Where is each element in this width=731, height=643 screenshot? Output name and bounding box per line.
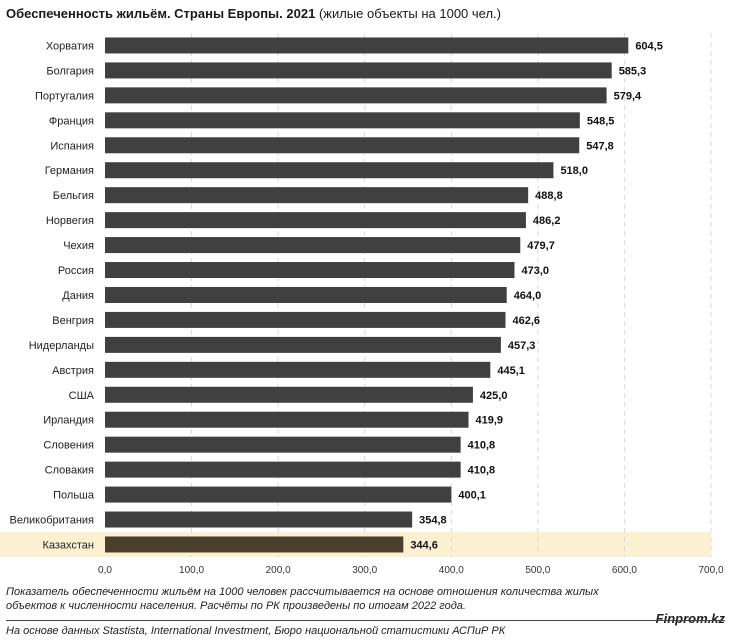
category-label: Болгария: [46, 65, 94, 77]
value-label: 604,5: [635, 40, 663, 52]
value-label: 486,2: [533, 215, 561, 227]
chart-title-main: Обеспеченность жильём. Страны Европы. 20…: [6, 6, 316, 21]
category-label: Австрия: [52, 365, 94, 377]
value-label: 354,8: [419, 515, 447, 527]
category-label: Польша: [53, 490, 95, 502]
chart-title-suffix: (жилые объекты на 1000 чел.): [318, 6, 501, 21]
bar: [105, 37, 629, 54]
bar: [105, 137, 580, 154]
value-label: 585,3: [619, 65, 647, 77]
bar: [105, 486, 452, 503]
x-tick-label: 0,0: [98, 565, 112, 576]
brand-logo: Finprom.kz: [655, 611, 725, 626]
category-label: Чехия: [63, 240, 94, 252]
value-label: 518,0: [560, 165, 588, 177]
category-label: Словения: [43, 440, 94, 452]
value-label: 488,8: [535, 190, 563, 202]
bar: [105, 286, 507, 303]
x-tick-label: 700,0: [698, 565, 723, 576]
x-tick-label: 100,0: [179, 565, 204, 576]
value-label: 425,0: [480, 390, 508, 402]
bar: [105, 336, 501, 353]
category-label: Великобритания: [10, 515, 95, 527]
chart-title: Обеспеченность жильём. Страны Европы. 20…: [6, 6, 501, 21]
category-label: Россия: [58, 265, 94, 277]
category-label: Ирландия: [43, 415, 94, 427]
category-label: Словакия: [45, 465, 94, 477]
value-label: 547,8: [586, 140, 614, 152]
category-label: Нидерланды: [29, 340, 94, 352]
value-label: 445,1: [497, 365, 525, 377]
category-label: Португалия: [35, 90, 94, 102]
value-label: 410,8: [468, 465, 496, 477]
bar: [105, 311, 506, 328]
category-label: Норвегия: [46, 215, 94, 227]
bar: [105, 112, 580, 129]
category-label: Венгрия: [52, 315, 94, 327]
bar: [105, 87, 607, 104]
category-label: Казахстан: [42, 539, 94, 551]
x-tick-label: 400,0: [439, 565, 464, 576]
footnote: Показатель обеспеченности жильём на 1000…: [6, 586, 599, 612]
value-label: 344,6: [410, 539, 438, 551]
value-label: 410,8: [468, 440, 496, 452]
footer-divider: [6, 620, 725, 621]
x-tick-label: 200,0: [266, 565, 291, 576]
value-label: 548,5: [587, 115, 615, 127]
category-label: Германия: [45, 165, 94, 177]
value-label: 400,1: [458, 490, 486, 502]
bar: [105, 411, 469, 428]
value-label: 419,9: [476, 415, 504, 427]
bar: [105, 436, 461, 453]
category-label: Испания: [50, 140, 94, 152]
bar: [105, 212, 526, 229]
category-label: Дания: [62, 290, 94, 302]
x-tick-label: 300,0: [352, 565, 377, 576]
value-label: 579,4: [614, 90, 642, 102]
category-label: США: [69, 390, 95, 402]
x-tick-label: 500,0: [525, 565, 550, 576]
bar: [105, 511, 413, 528]
source-text: На основе данных Stastista, Internationa…: [6, 625, 506, 637]
bar: [105, 361, 491, 378]
value-label: 462,6: [512, 315, 540, 327]
category-label: Бельгия: [53, 190, 94, 202]
bar: [105, 386, 473, 403]
x-tick-label: 600,0: [612, 565, 637, 576]
bar: [105, 162, 554, 179]
value-label: 479,7: [527, 240, 555, 252]
bar: [105, 262, 515, 279]
bar: [105, 62, 612, 79]
category-label: Франция: [49, 115, 94, 127]
bar: [105, 536, 404, 553]
category-label: Хорватия: [46, 40, 94, 52]
value-label: 457,3: [508, 340, 536, 352]
value-label: 473,0: [521, 265, 549, 277]
bar: [105, 461, 461, 478]
value-label: 464,0: [514, 290, 542, 302]
bar: [105, 237, 521, 254]
bar: [105, 187, 529, 204]
bar-chart: 0,0 100,0 200,0 300,0 400,0 500,0 600,0 700,0 Хо…: [0, 33, 724, 576]
